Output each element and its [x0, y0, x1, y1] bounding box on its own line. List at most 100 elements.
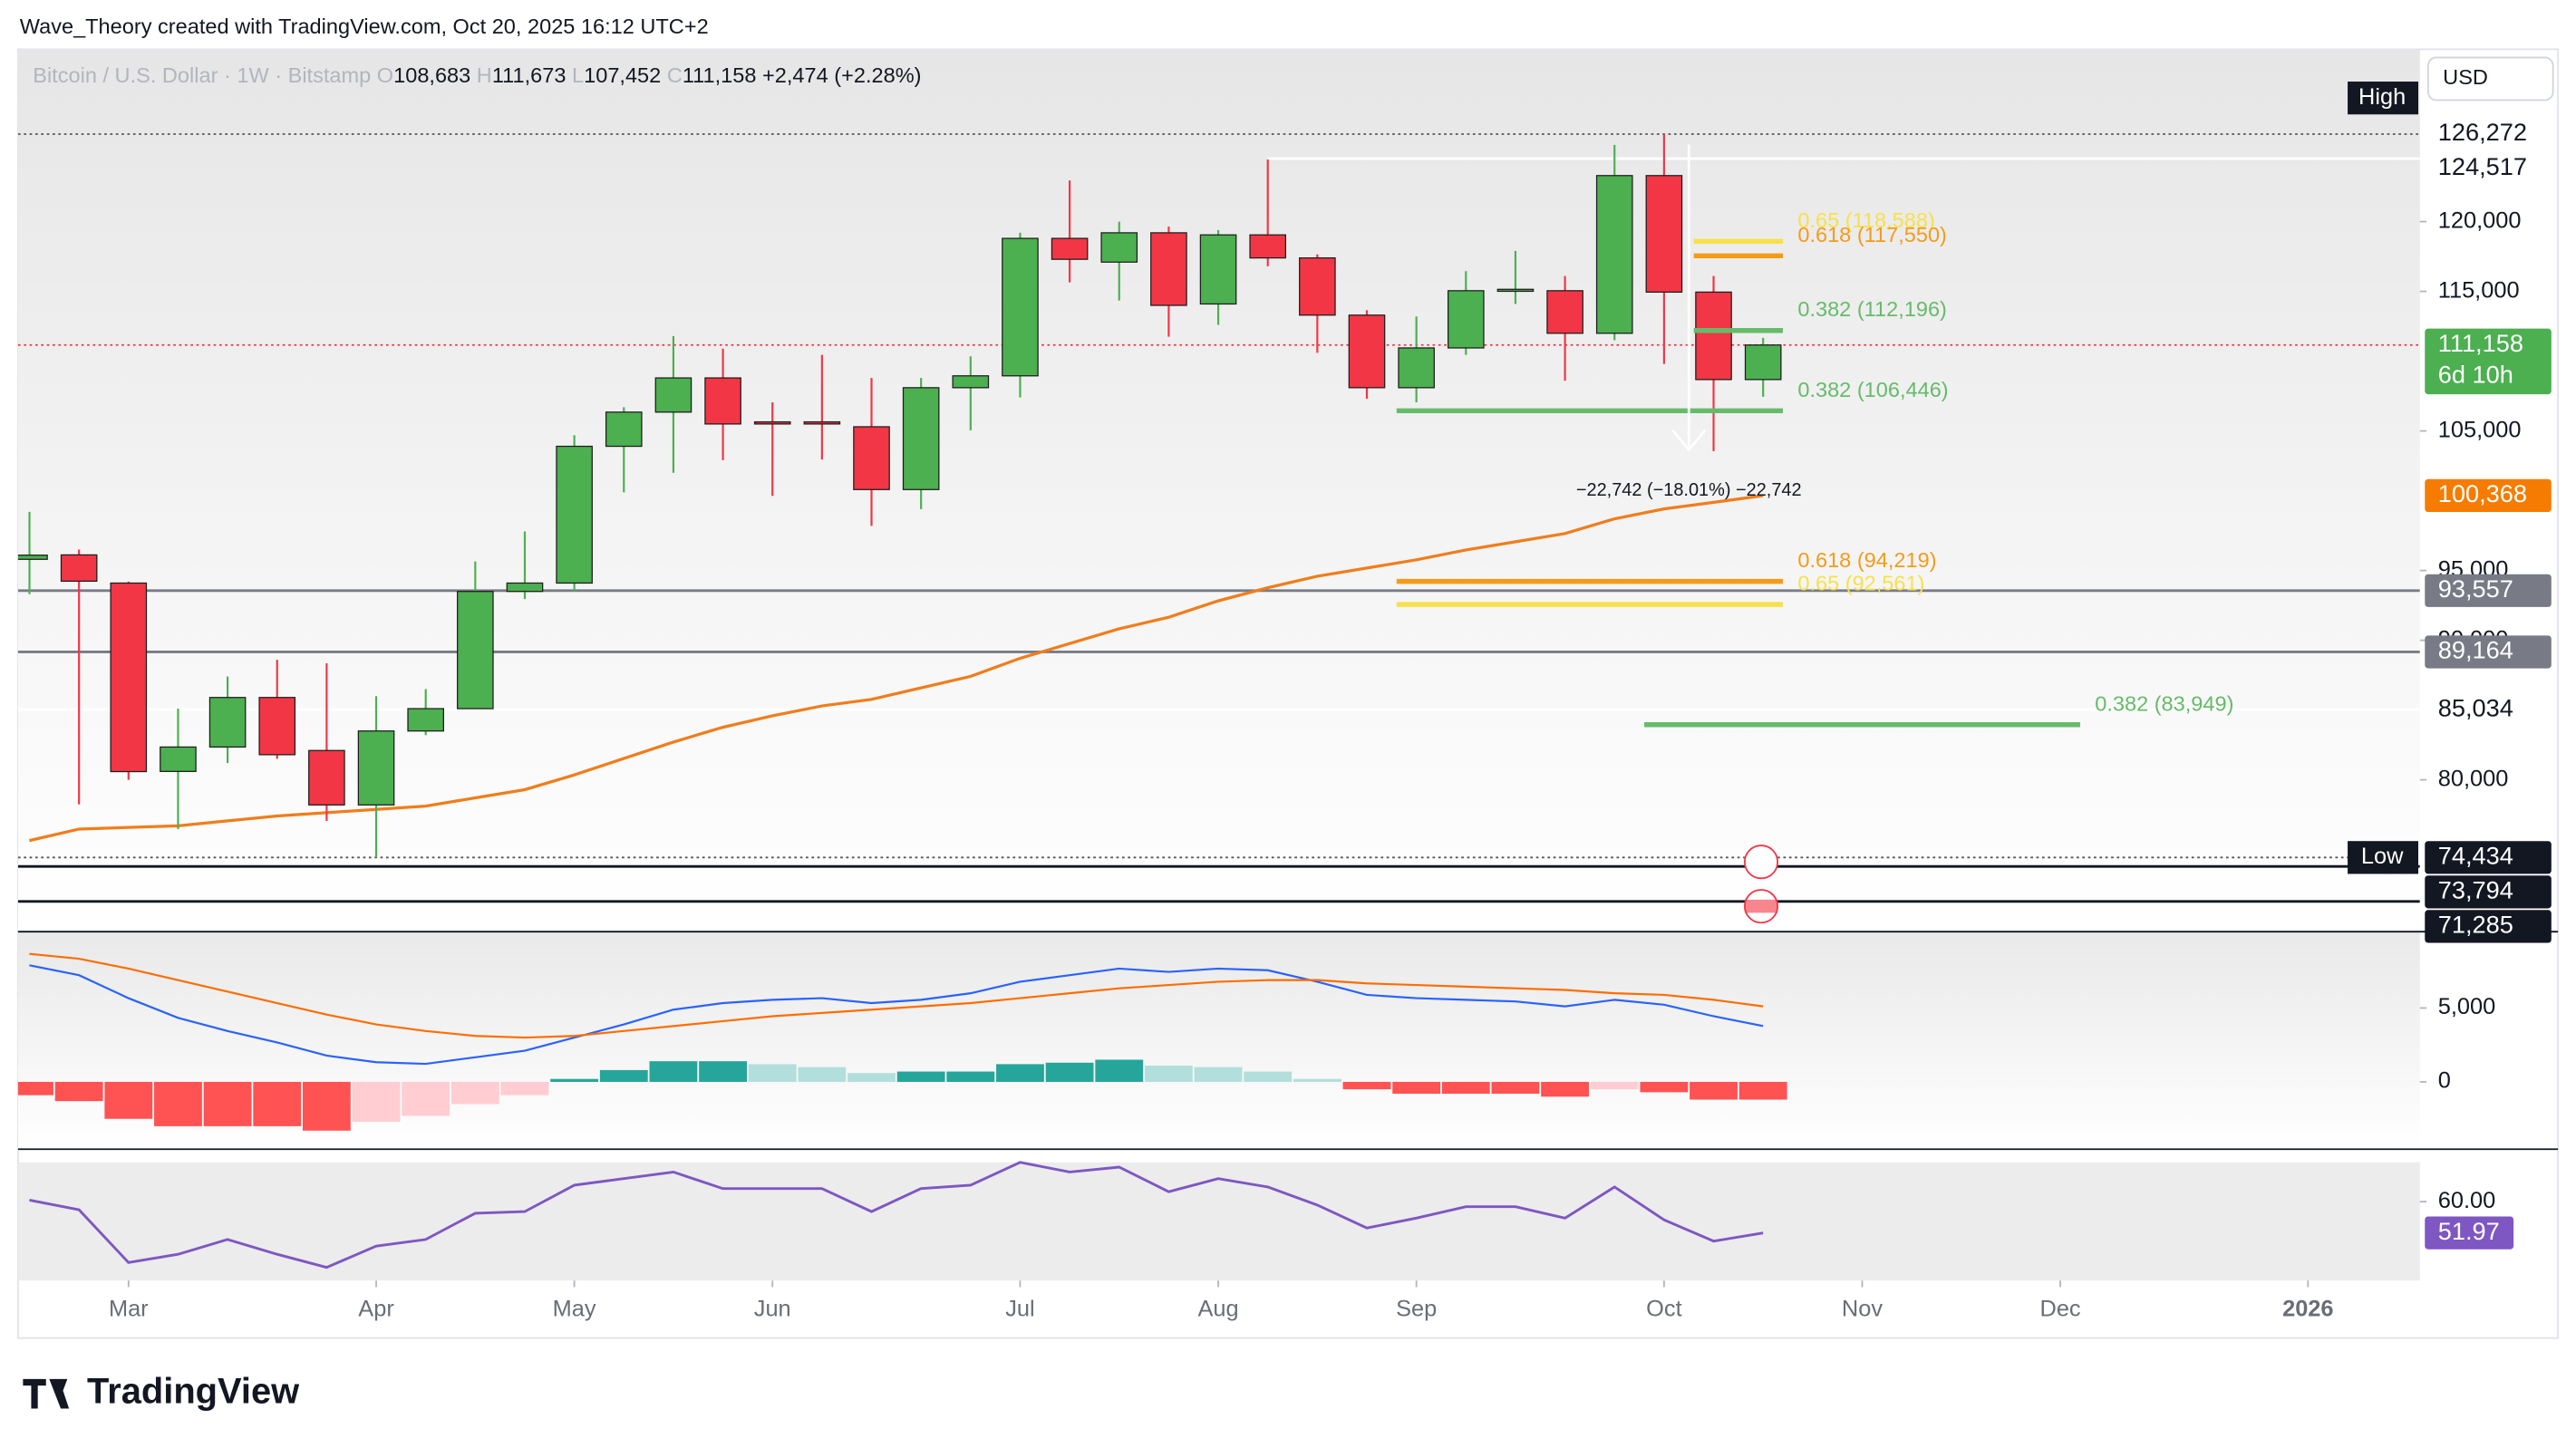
x-tick-label: Apr: [358, 1297, 394, 1322]
y-tick-label: 0: [2438, 1068, 2451, 1094]
y-tick-label: 105,000: [2438, 417, 2522, 442]
macd-histogram-bar: [1144, 1066, 1193, 1082]
moving-average: [29, 494, 1764, 843]
rsi-badge: [2425, 1216, 2514, 1250]
ohlc-key: C: [667, 63, 683, 87]
macd-histogram-bar: [352, 1081, 401, 1122]
price-badge: [2425, 910, 2552, 943]
overlay: 80,00090,00095,000105,000115,000120,000M…: [17, 82, 2552, 1322]
symbol-header: Bitcoin / U.S. Dollar · 1W · Bitstamp O1…: [33, 63, 921, 87]
x-tick-label: May: [553, 1297, 596, 1322]
price-badge: [2425, 328, 2552, 395]
watermark: Wave_Theory created with TradingView.com…: [20, 14, 709, 38]
candle-body: [704, 377, 741, 425]
macd-histogram-bar: [1491, 1081, 1540, 1095]
change: +2,474 (+2.28%): [762, 63, 921, 87]
candle-body: [1744, 344, 1782, 381]
y-tick-label: 120,000: [2438, 208, 2522, 233]
x-tick-label: Aug: [1197, 1297, 1238, 1322]
candle-body: [1447, 290, 1485, 349]
symbol: Bitcoin / U.S. Dollar · 1W · Bitstamp: [33, 63, 371, 87]
macd-line: [29, 952, 1764, 1039]
macd-histogram-bar: [1045, 1062, 1094, 1082]
x-tick-label: Oct: [1646, 1297, 1681, 1322]
macd-line: [29, 964, 1764, 1066]
price-badge: [2425, 478, 2552, 513]
fib-label: 0.382 (112,196): [1797, 297, 1947, 321]
candle-body: [1348, 314, 1386, 389]
candle-body: [258, 697, 296, 756]
y-tick-label: 115,000: [2438, 277, 2520, 303]
price-badge-label: 85,034: [2438, 693, 2513, 721]
macd-histogram-bar: [54, 1081, 103, 1102]
macd-histogram-bar: [649, 1061, 698, 1082]
price-badge: [2425, 841, 2552, 874]
candle-body: [1645, 175, 1683, 293]
price-badge-label: 126,272: [2438, 118, 2527, 146]
candle-body: [506, 582, 544, 593]
x-tick-label: Jul: [1005, 1297, 1034, 1322]
candle-body: [1249, 234, 1287, 259]
measure-arrow: [1671, 429, 1707, 452]
x-tick-label: Sep: [1396, 1297, 1437, 1322]
price-badge: [2425, 151, 2552, 186]
price-tag-label: Low: [2361, 844, 2404, 869]
macd-histogram-bar: [946, 1071, 995, 1082]
candle-body: [1150, 232, 1187, 306]
currency-button[interactable]: [2426, 56, 2554, 101]
macd-histogram-bar: [203, 1081, 252, 1126]
candle-body: [208, 697, 247, 748]
x-tick-label: Jun: [754, 1297, 791, 1322]
ohlc-key: H: [477, 63, 492, 87]
price-tag: [2348, 82, 2418, 115]
currency[interactable]: USD: [2443, 65, 2488, 89]
price-badge: [2425, 574, 2552, 607]
x-tick-label: Dec: [2040, 1297, 2081, 1322]
brand-logo: [23, 1378, 70, 1409]
ohlc-key: L: [572, 63, 584, 87]
macd-histogram-bar: [154, 1081, 202, 1126]
main-plot: [17, 133, 2420, 903]
fib-label: 0.382 (106,446): [1797, 378, 1948, 401]
macd-histogram-bar: [104, 1081, 153, 1119]
rsi-line: [29, 1161, 1764, 1269]
macd-histogram-bar: [1590, 1081, 1639, 1090]
macd-histogram-bar: [550, 1078, 599, 1082]
macd-histogram-bar: [1441, 1081, 1490, 1095]
macd-histogram-bar: [1342, 1081, 1391, 1090]
event-icon[interactable]: [1743, 845, 1779, 880]
candle-body: [160, 746, 197, 772]
candle-body: [1595, 175, 1633, 334]
macd-histogram-bar: [996, 1064, 1044, 1082]
macd-histogram-bar: [17, 1081, 53, 1096]
y-tick-label: 5,000: [2438, 994, 2495, 1019]
ohlc-value: 111,158: [683, 63, 757, 87]
macd-histogram-bar: [1640, 1081, 1689, 1093]
fib-label: 0.65 (118,588): [1797, 208, 1934, 232]
macd-histogram-bar: [798, 1067, 847, 1082]
candle-body: [357, 730, 395, 806]
rsi-badge-label: 51.97: [2438, 1217, 2500, 1245]
candle-body: [1199, 234, 1237, 305]
candle-body: [60, 554, 98, 583]
y-tick-label: 60.00: [2438, 1188, 2495, 1213]
candle-body: [457, 591, 494, 710]
price-badge-label: 100,368: [2438, 479, 2527, 507]
price-badge-sub: 6d 10h: [2438, 360, 2513, 388]
brand: TradingView: [87, 1372, 300, 1412]
candle-body: [1002, 237, 1039, 377]
macd-histogram-bar: [1293, 1078, 1341, 1082]
candle-body: [902, 387, 940, 490]
x-tick-label: 2026: [2282, 1297, 2333, 1322]
macd-histogram-bar: [847, 1073, 896, 1082]
candle-body: [1299, 256, 1336, 316]
price-badge-label: 71,285: [2438, 911, 2513, 939]
x-tick-label: Mar: [109, 1297, 149, 1322]
macd-histogram-bar: [253, 1081, 302, 1126]
candle-body: [1695, 291, 1732, 381]
fib-label: 0.618 (94,219): [1797, 548, 1936, 572]
price-badge: [2425, 692, 2552, 727]
price-badge-label: 74,434: [2438, 842, 2513, 870]
fib-label: 0.618 (117,550): [1797, 223, 1947, 246]
